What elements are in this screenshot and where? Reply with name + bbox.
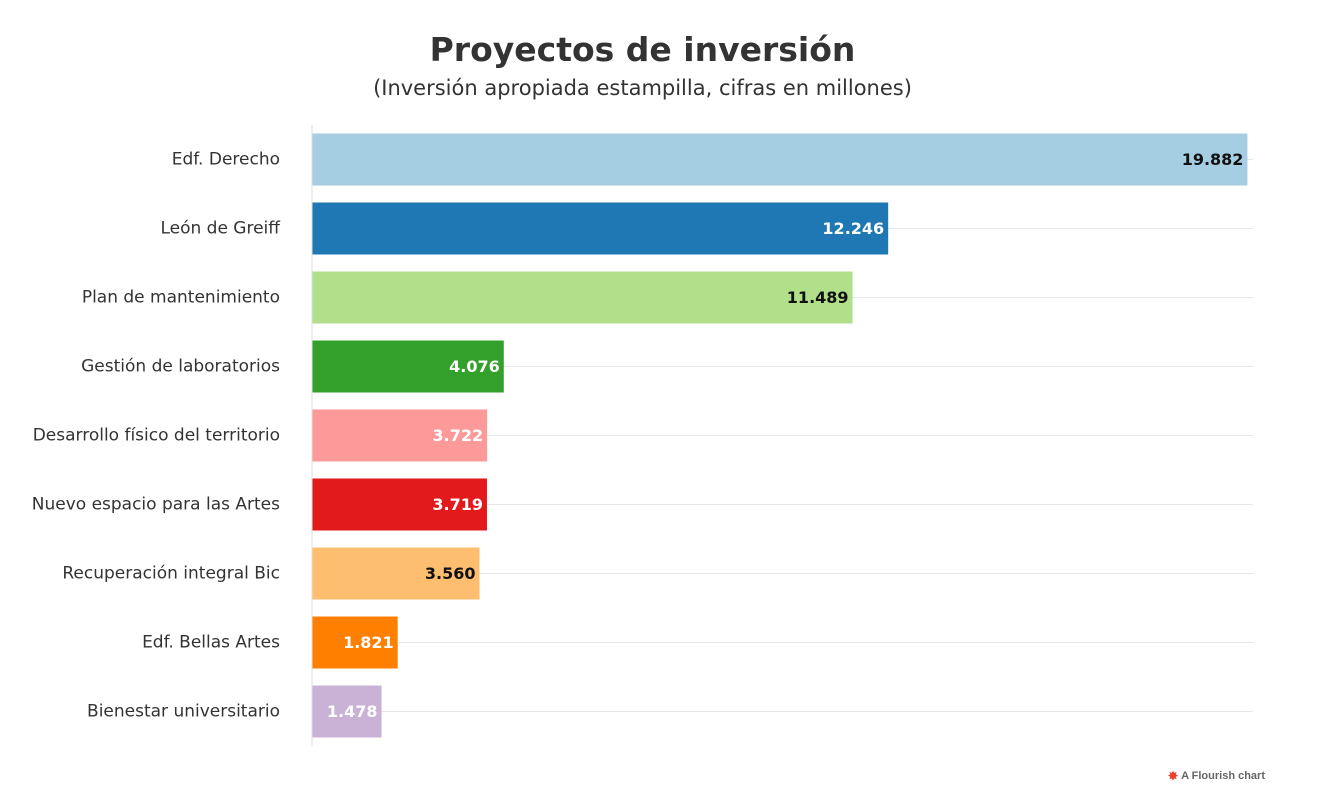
flourish-credit[interactable]: ✸ A Flourish chart xyxy=(1168,770,1265,782)
credit-text: A Flourish chart xyxy=(1181,770,1265,782)
category-label: Recuperación integral Bic xyxy=(62,564,280,584)
value-label: 1.478 xyxy=(327,702,378,721)
bar[interactable] xyxy=(312,202,889,255)
value-label: 12.246 xyxy=(822,219,884,238)
value-label: 19.882 xyxy=(1182,150,1244,169)
value-labels: 19.882 12.246 11.489 4.076 3.722 3.719 3.560 1.… xyxy=(327,150,1244,721)
value-label: 3.719 xyxy=(432,495,483,514)
category-label: Edf. Bellas Artes xyxy=(142,633,280,653)
category-label: León de Greiff xyxy=(160,219,281,239)
category-label: Plan de mantenimiento xyxy=(82,288,280,308)
value-label: 3.560 xyxy=(425,564,476,583)
bar[interactable] xyxy=(312,340,504,393)
bar[interactable] xyxy=(312,271,853,324)
value-label: 3.722 xyxy=(433,426,484,445)
bars xyxy=(312,133,1248,738)
category-label: Desarrollo físico del territorio xyxy=(33,426,280,446)
bar[interactable] xyxy=(312,616,398,669)
bar[interactable] xyxy=(312,547,480,600)
category-label: Bienestar universitario xyxy=(87,702,280,722)
category-label: Edf. Derecho xyxy=(172,150,280,170)
flourish-logo-icon: ✸ xyxy=(1168,769,1179,783)
category-label: Nuevo espacio para las Artes xyxy=(32,495,280,515)
category-labels: Edf. Derecho León de Greiff Plan de manten… xyxy=(32,150,282,722)
bar[interactable] xyxy=(312,133,1248,186)
category-label: Gestión de laboratorios xyxy=(81,357,280,377)
value-label: 11.489 xyxy=(787,288,849,307)
value-label: 1.821 xyxy=(343,633,394,652)
bar[interactable] xyxy=(312,478,487,531)
chart-title: Proyectos de inversión xyxy=(429,30,856,69)
bar[interactable] xyxy=(312,409,488,462)
chart-subtitle: (Inversión apropiada estampilla, cifras … xyxy=(373,76,912,100)
value-label: 4.076 xyxy=(449,357,500,376)
bar[interactable] xyxy=(312,685,382,738)
